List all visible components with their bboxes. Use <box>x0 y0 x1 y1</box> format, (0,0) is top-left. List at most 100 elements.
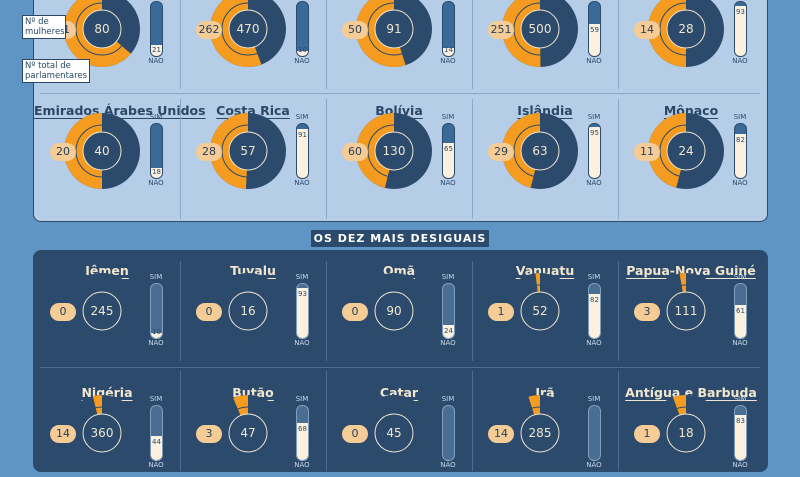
yes-fill <box>443 142 454 178</box>
yes-fill <box>443 48 454 56</box>
yes-percent: 83 <box>736 417 745 426</box>
column-divider <box>326 0 327 89</box>
ring-guide <box>513 124 567 178</box>
yes-label: SIM <box>587 113 601 121</box>
women-ring <box>62 111 142 195</box>
women-count-badge: 29 <box>488 143 514 161</box>
yes-no-bar: 10 <box>150 283 163 339</box>
column-divider <box>180 99 181 219</box>
yes-fill <box>589 126 600 178</box>
no-label: NÃO <box>294 339 310 347</box>
yes-percent: 68 <box>298 425 307 434</box>
column-divider <box>472 261 473 361</box>
country-name: Emirados Árabes Unidos <box>34 103 206 118</box>
yes-fill <box>443 325 454 338</box>
no-label: NÃO <box>440 339 456 347</box>
yes-percent: 61 <box>736 307 745 316</box>
yes-percent: 44 <box>152 438 161 447</box>
yes-no-bar: 24 <box>442 283 455 339</box>
women-ring <box>208 0 288 73</box>
column-divider <box>326 99 327 219</box>
ring-guide <box>513 2 567 56</box>
no-label: NÃO <box>148 179 164 187</box>
total-count: 470 <box>236 22 260 36</box>
women-count-badge: 0 <box>50 303 76 321</box>
column-divider <box>472 99 473 219</box>
yes-no-bar: 82 <box>588 283 601 339</box>
ring-guide <box>75 284 129 338</box>
column-divider <box>180 371 181 471</box>
total-count: 24 <box>678 144 694 158</box>
yes-percent: 10 <box>298 46 307 54</box>
row-divider <box>40 93 760 94</box>
column-divider <box>472 371 473 471</box>
ring-guide <box>659 284 713 338</box>
total-count: 245 <box>90 304 114 318</box>
ring-guide <box>367 284 421 338</box>
women-count-badge: 14 <box>488 425 514 443</box>
women-ring <box>500 111 580 195</box>
women-ring <box>646 0 726 73</box>
yes-fill <box>735 5 746 56</box>
women-ring <box>208 271 288 355</box>
country-name: Antígua e Barbuda <box>625 385 757 400</box>
no-label: NÃO <box>732 179 748 187</box>
total-count: 500 <box>528 22 552 36</box>
yes-no-bar: 21 <box>150 1 163 57</box>
yes-label: SIM <box>733 395 747 403</box>
women-ring <box>62 271 142 355</box>
yes-label: SIM <box>149 273 163 281</box>
yes-percent: 91 <box>298 130 307 139</box>
ring-center <box>520 131 560 171</box>
ring-center <box>82 9 122 49</box>
column-divider <box>180 0 181 89</box>
women-ring <box>500 0 580 73</box>
women-ring <box>208 111 288 195</box>
no-label: NÃO <box>440 57 456 65</box>
total-count: 57 <box>240 144 256 158</box>
column-divider <box>618 371 619 471</box>
yes-fill <box>297 423 308 460</box>
yes-fill <box>151 332 162 338</box>
legend-total-label: Nº total de parlamentares <box>22 59 90 83</box>
no-label: NÃO <box>440 461 456 469</box>
yes-label: SIM <box>149 113 163 121</box>
total-count: 40 <box>94 144 110 158</box>
ring-guide <box>75 124 129 178</box>
yes-no-bar: 61 <box>734 283 747 339</box>
total-count: 28 <box>678 22 694 36</box>
yes-fill <box>735 305 746 338</box>
women-count-badge: 60 <box>342 143 368 161</box>
yes-label: SIM <box>733 273 747 281</box>
ring-center <box>228 9 268 49</box>
total-count: 360 <box>90 426 114 440</box>
no-label: NÃO <box>732 57 748 65</box>
ring-guide <box>659 2 713 56</box>
yes-fill <box>589 293 600 338</box>
yes-no-bar: 91 <box>296 123 309 179</box>
yes-label: SIM <box>295 273 309 281</box>
ring-center <box>666 131 706 171</box>
women-count-badge: 28 <box>196 143 222 161</box>
no-label: NÃO <box>148 339 164 347</box>
yes-percent: 93 <box>736 7 745 16</box>
yes-fill <box>151 168 162 178</box>
no-label: NÃO <box>586 339 602 347</box>
total-count: 130 <box>382 144 406 158</box>
yes-percent: 10 <box>152 328 161 336</box>
column-divider <box>618 261 619 361</box>
yes-label: SIM <box>441 113 455 121</box>
yes-no-bar: 93 <box>296 283 309 339</box>
total-count: 45 <box>386 426 402 440</box>
no-label: NÃO <box>586 461 602 469</box>
yes-no-bar: 18 <box>150 123 163 179</box>
ring-guide <box>221 2 275 56</box>
no-label: NÃO <box>440 179 456 187</box>
yes-fill <box>297 128 308 178</box>
yes-no-bar: 59 <box>588 1 601 57</box>
women-ring <box>354 271 434 355</box>
yes-percent: 59 <box>590 26 599 35</box>
ring-guide <box>221 124 275 178</box>
section-title: OS DEZ MAIS DESIGUAIS <box>0 230 800 247</box>
yes-label: SIM <box>441 395 455 403</box>
